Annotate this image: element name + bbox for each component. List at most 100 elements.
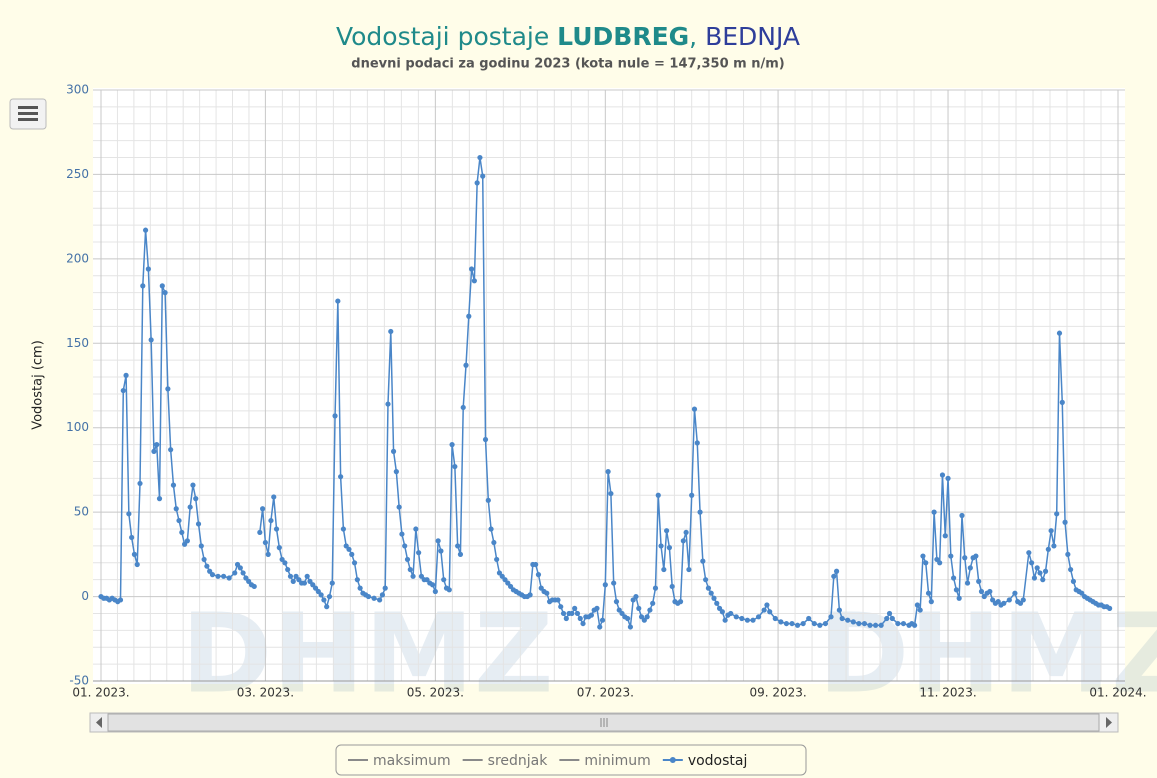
data-point bbox=[468, 266, 475, 272]
data-point bbox=[931, 509, 937, 515]
title-text: Vodostaji postaje bbox=[336, 22, 557, 51]
data-point bbox=[371, 595, 377, 601]
data-point bbox=[471, 278, 477, 284]
data-point bbox=[1012, 590, 1018, 596]
data-point bbox=[290, 578, 296, 584]
x-tick-label: 09. 2023. bbox=[749, 686, 806, 700]
data-point bbox=[794, 622, 801, 628]
data-point bbox=[198, 543, 204, 549]
scrollbar[interactable] bbox=[89, 712, 1119, 733]
data-point bbox=[577, 615, 583, 622]
data-point bbox=[650, 600, 656, 606]
data-point bbox=[959, 512, 965, 519]
data-point bbox=[594, 605, 600, 611]
data-point bbox=[176, 517, 182, 524]
data-point bbox=[204, 563, 210, 569]
data-point bbox=[145, 266, 151, 272]
scroll-left-arrow[interactable] bbox=[96, 717, 102, 728]
x-tick-label: 07. 2023. bbox=[577, 686, 634, 700]
data-point bbox=[572, 605, 578, 611]
data-point bbox=[611, 580, 617, 586]
menu-icon bbox=[18, 112, 38, 115]
data-point bbox=[1054, 511, 1060, 517]
data-point bbox=[452, 463, 458, 470]
data-point bbox=[351, 560, 358, 566]
data-point bbox=[441, 577, 447, 583]
data-point bbox=[580, 620, 586, 627]
data-point bbox=[856, 620, 862, 627]
data-point bbox=[485, 497, 491, 503]
y-tick-label: 100 bbox=[66, 420, 89, 434]
data-point bbox=[800, 620, 806, 627]
y-tick-label: 50 bbox=[74, 505, 89, 519]
data-point bbox=[973, 553, 979, 559]
data-point bbox=[416, 550, 422, 556]
data-point bbox=[257, 529, 263, 536]
data-point bbox=[382, 585, 388, 591]
legend-label: srednjak bbox=[488, 753, 549, 769]
data-point bbox=[967, 565, 973, 571]
data-point bbox=[733, 614, 739, 620]
data-point bbox=[978, 588, 985, 595]
data-point bbox=[951, 575, 957, 581]
data-point bbox=[1068, 566, 1074, 573]
data-point bbox=[900, 620, 907, 627]
data-point bbox=[602, 582, 608, 588]
data-point bbox=[783, 620, 790, 627]
y-tick-label: 150 bbox=[66, 336, 89, 350]
data-point bbox=[560, 610, 567, 617]
data-point bbox=[457, 551, 464, 557]
data-point bbox=[438, 548, 444, 554]
x-tick-label: 03. 2023. bbox=[237, 686, 294, 700]
menu-icon bbox=[18, 118, 38, 121]
data-point bbox=[527, 592, 533, 598]
data-point bbox=[750, 617, 756, 623]
data-point bbox=[131, 551, 138, 557]
data-point bbox=[326, 593, 333, 600]
data-point bbox=[1031, 575, 1038, 581]
data-point bbox=[677, 599, 684, 605]
data-point bbox=[324, 604, 330, 610]
data-point bbox=[928, 599, 934, 605]
data-point bbox=[987, 588, 993, 595]
data-point bbox=[159, 283, 165, 289]
data-point bbox=[683, 529, 689, 536]
data-point bbox=[301, 580, 307, 586]
data-point bbox=[669, 583, 675, 590]
data-point bbox=[686, 566, 692, 573]
data-point bbox=[836, 607, 842, 613]
menu-icon bbox=[18, 106, 38, 109]
data-point bbox=[962, 555, 968, 561]
data-point bbox=[574, 610, 581, 617]
data-point bbox=[271, 494, 277, 500]
data-point bbox=[379, 592, 386, 598]
data-point bbox=[1040, 577, 1046, 583]
data-point bbox=[354, 577, 360, 583]
data-point bbox=[942, 533, 948, 539]
data-point bbox=[134, 561, 140, 568]
data-point bbox=[1029, 560, 1035, 566]
data-point bbox=[884, 615, 890, 622]
data-point bbox=[912, 622, 918, 628]
menu-button[interactable] bbox=[9, 98, 47, 130]
scroll-right-arrow[interactable] bbox=[1106, 717, 1112, 728]
data-point bbox=[349, 551, 355, 557]
data-point bbox=[480, 173, 486, 179]
data-point bbox=[599, 617, 606, 623]
data-point bbox=[680, 538, 686, 544]
title-station: LUDBREG bbox=[557, 22, 689, 51]
data-point bbox=[240, 570, 246, 576]
data-point bbox=[466, 313, 472, 319]
data-point bbox=[533, 561, 539, 568]
data-point bbox=[945, 475, 951, 481]
data-point bbox=[588, 612, 594, 618]
data-point bbox=[647, 607, 653, 613]
data-point bbox=[563, 615, 569, 622]
data-point bbox=[265, 551, 271, 557]
data-point bbox=[120, 387, 126, 394]
data-point bbox=[1056, 330, 1063, 336]
data-point bbox=[137, 480, 143, 487]
data-point bbox=[822, 620, 829, 627]
data-point bbox=[168, 447, 174, 453]
